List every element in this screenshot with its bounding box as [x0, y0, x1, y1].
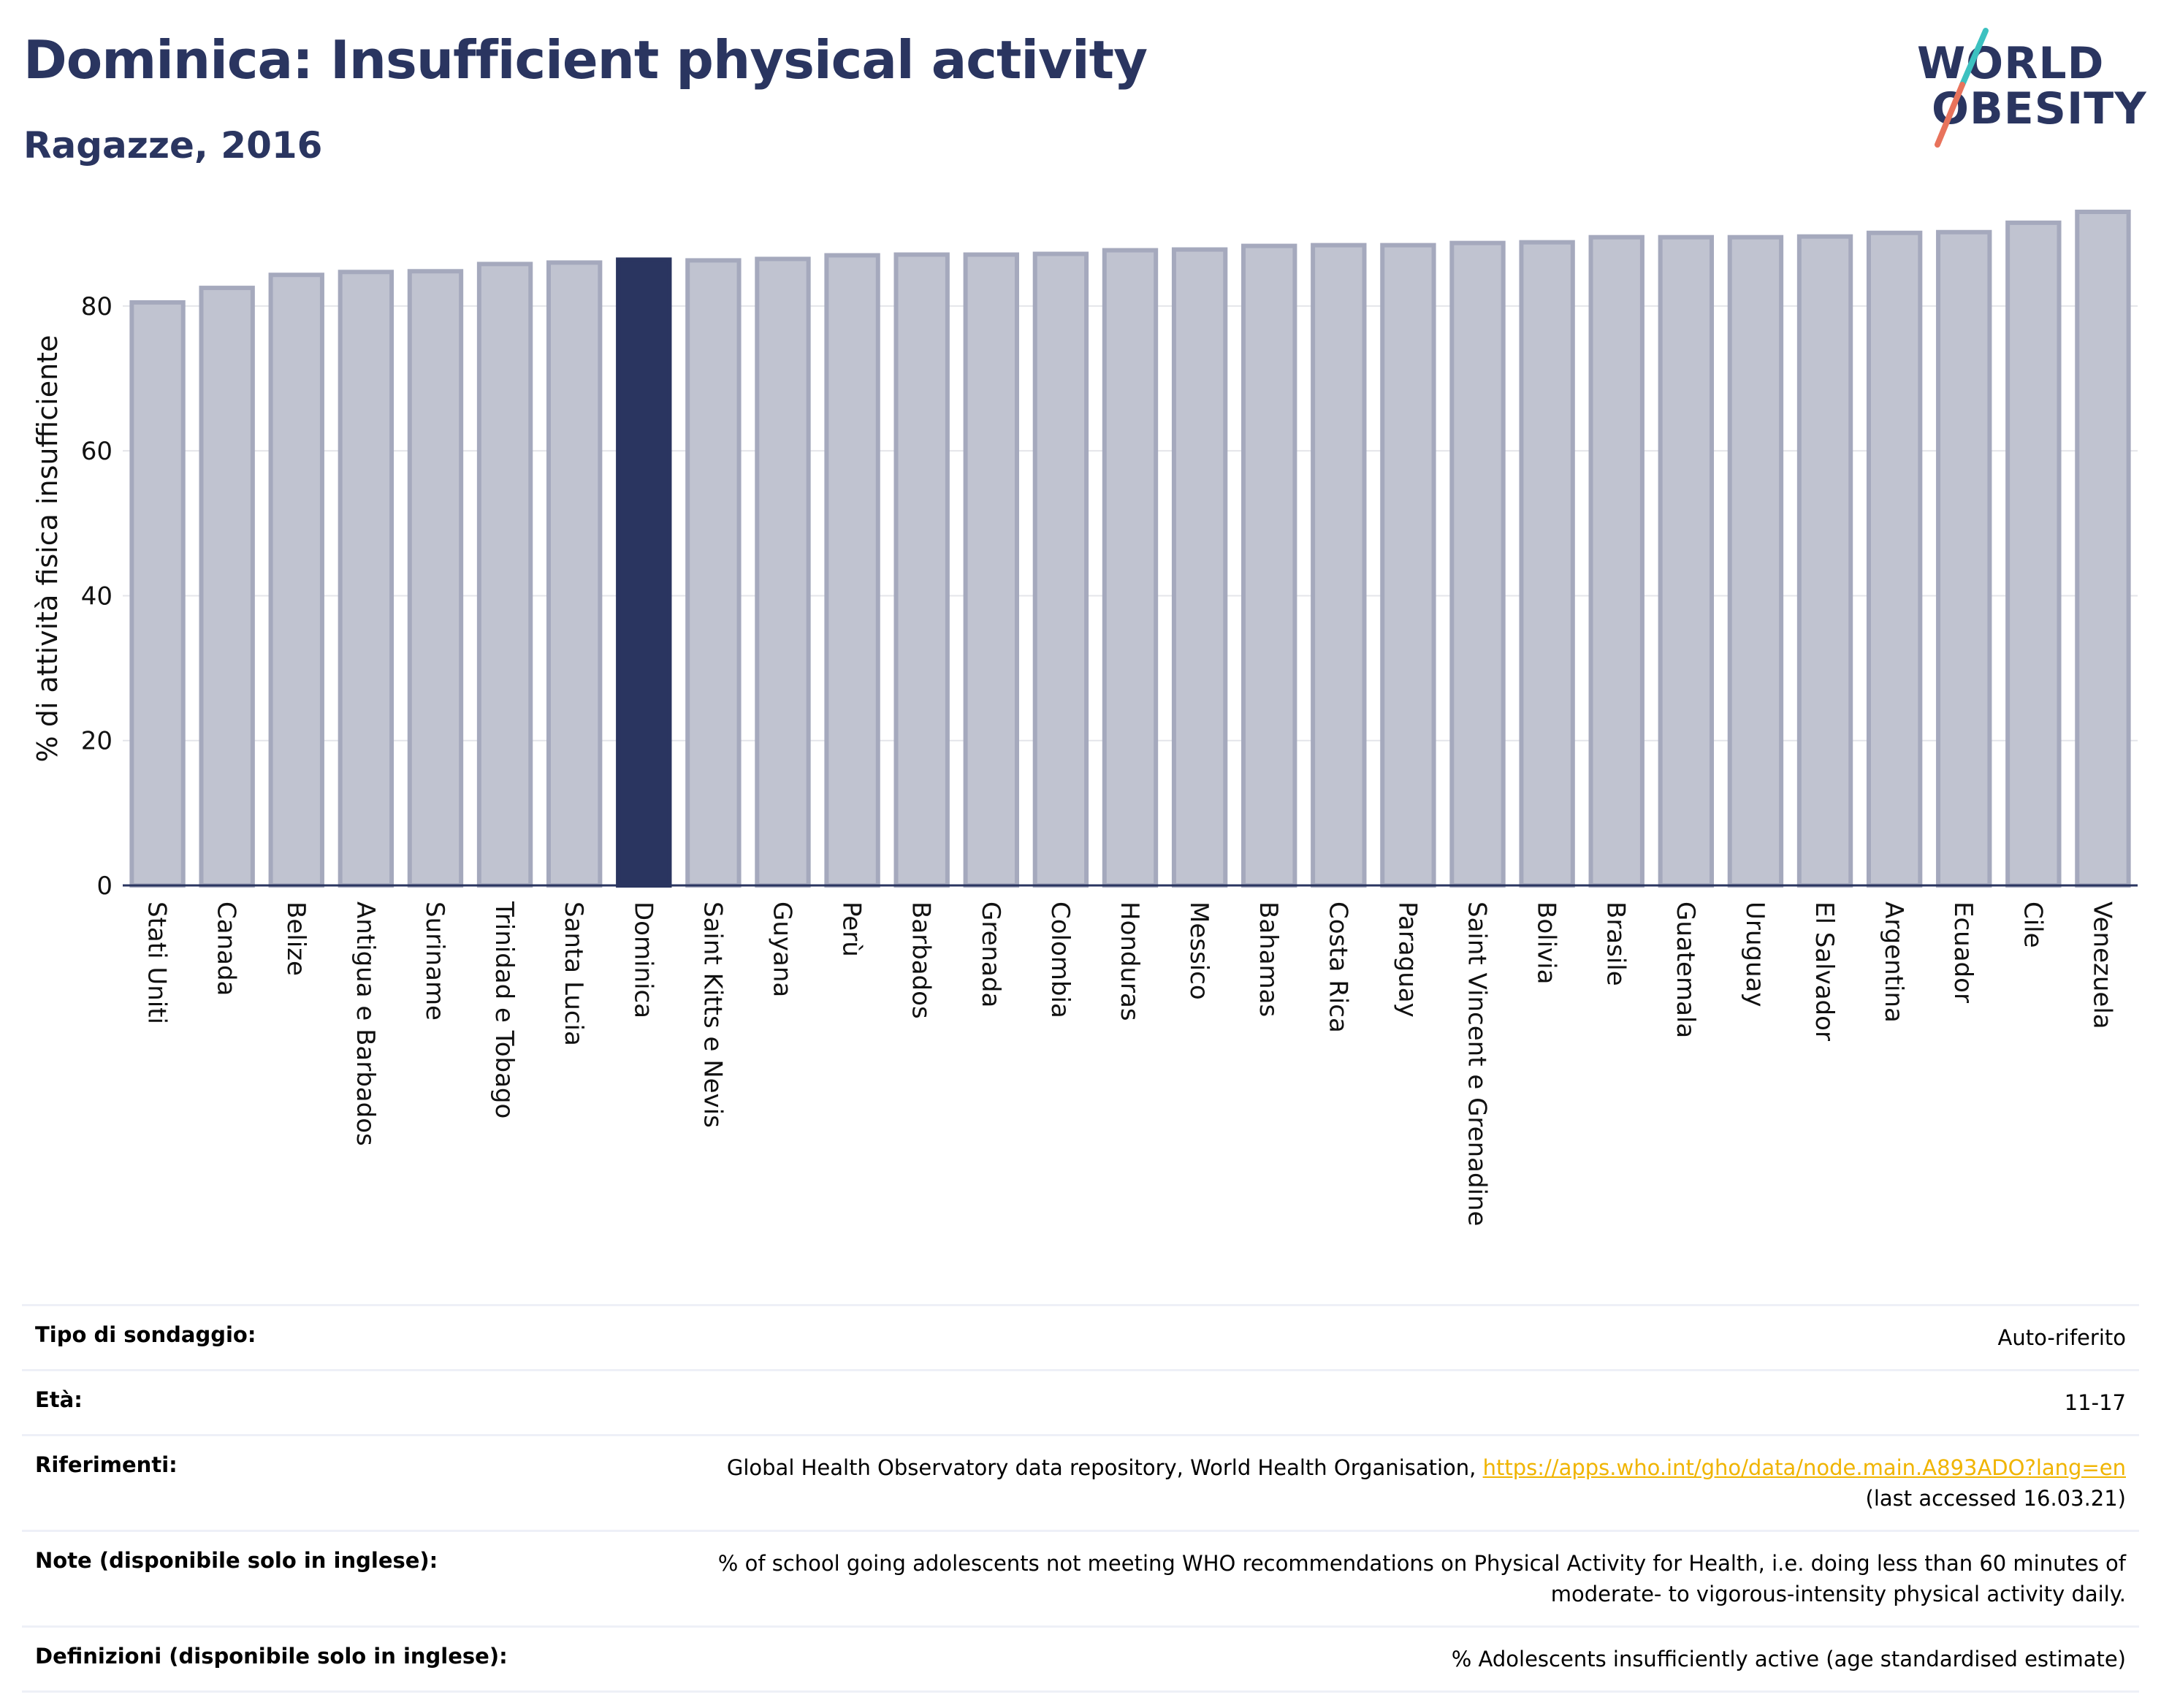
x-tick-label: Ecuador [1948, 901, 1978, 1003]
bar [1936, 229, 1992, 888]
bar [1241, 243, 1297, 888]
bar [546, 260, 603, 888]
bar [199, 286, 255, 888]
bar [129, 300, 186, 888]
bar [963, 252, 1019, 888]
x-tick-label: Paraguay [1392, 901, 1422, 1018]
bar [476, 262, 533, 888]
page-title: Dominica: Insufficient physical activity [23, 29, 1148, 91]
bar [338, 270, 395, 888]
bar [2005, 220, 2062, 888]
x-tick-label: Uruguay [1740, 901, 1769, 1007]
x-tick-label: Costa Rica [1323, 901, 1352, 1033]
bar [824, 253, 880, 888]
info-label: Note (disponibile solo in inglese): [35, 1548, 438, 1574]
bar-highlight [616, 257, 672, 888]
bar [1032, 251, 1089, 888]
bar [2075, 210, 2131, 888]
x-tick-label: Brasile [1601, 901, 1631, 986]
info-value: Global Health Observatory data repositor… [603, 1436, 2139, 1531]
info-table: Tipo di sondaggio: Auto-riferito Età: 11… [22, 1304, 2139, 1693]
info-label: Tipo di sondaggio: [35, 1322, 256, 1347]
x-tick-label: Cile [2018, 901, 2047, 948]
x-tick-label: Honduras [1115, 901, 1144, 1021]
y-tick-label: 60 [81, 437, 113, 466]
y-tick-label: 40 [81, 582, 113, 611]
info-value: % Adolescents insufficiently active (age… [1451, 1647, 2126, 1672]
x-tick-label: Grenada [976, 901, 1005, 1007]
y-tick-label: 0 [96, 872, 113, 901]
info-row-age: Età: 11-17 [22, 1370, 2139, 1436]
x-tick-label: Guyana [767, 901, 796, 997]
y-tick-label: 20 [81, 727, 113, 756]
x-tick-label: Argentina [1879, 901, 1908, 1023]
world-obesity-logo: WORLD OBESITY [1899, 22, 2148, 153]
x-tick-label: Bahamas [1254, 901, 1283, 1017]
x-tick-label: Venezuela [2087, 901, 2116, 1029]
x-tick-label: Suriname [420, 901, 449, 1021]
x-tick-label: Dominica [628, 901, 658, 1018]
bar [268, 272, 324, 888]
bar [755, 256, 811, 888]
info-label: Definizioni (disponibile solo in inglese… [35, 1644, 508, 1669]
notes-text: % of school going adolescents not meetin… [717, 1551, 2126, 1577]
x-tick-label: Stati Uniti [142, 901, 172, 1024]
x-tick-label: Santa Lucia [559, 901, 588, 1046]
info-value: 11-17 [2064, 1390, 2126, 1416]
bar [893, 252, 950, 888]
info-row-references: Riferimenti: Global Health Observatory d… [22, 1435, 2139, 1531]
bar [1449, 240, 1506, 888]
reference-text: Global Health Observatory data repositor… [726, 1455, 1476, 1481]
logo-line-1: WORLD [1917, 38, 2105, 89]
x-tick-label: Barbados [907, 901, 936, 1019]
bar-chart: 0 20 40 60 80 % di attività fisica insufficie… [31, 210, 2138, 1226]
bar [685, 258, 742, 888]
bar [1658, 235, 1715, 888]
bar [1311, 243, 1367, 888]
x-tick-label: Trinidad e Tobago [489, 901, 519, 1118]
reference-link[interactable]: https://apps.who.int/gho/data/node.main.… [1482, 1455, 2126, 1481]
logo-line-2: OBESITY [1932, 83, 2147, 134]
info-value: Auto-riferito [1997, 1325, 2126, 1350]
x-tick-label: El Salvador [1810, 901, 1839, 1041]
bar [1102, 248, 1159, 888]
logo-slash-icon [1935, 28, 1989, 148]
x-tick-label: Canada [212, 901, 241, 996]
bar [1727, 235, 1784, 888]
bar [1519, 240, 1575, 888]
bar [407, 269, 464, 888]
info-row-survey-type: Tipo di sondaggio: Auto-riferito [22, 1305, 2139, 1370]
x-tick-label: Saint Vincent e Grenadine [1463, 901, 1492, 1226]
bar [1380, 243, 1436, 888]
info-label: Età: [35, 1387, 83, 1413]
x-tick-label: Perù [837, 901, 866, 957]
info-label: Riferimenti: [35, 1452, 178, 1478]
bar [1866, 230, 1923, 888]
x-tick-label: Guatemala [1671, 901, 1700, 1038]
info-row-notes: Note (disponibile solo in inglese): % of… [22, 1530, 2139, 1627]
info-row-definitions: Definizioni (disponibile solo in inglese… [22, 1626, 2139, 1692]
bar [1171, 247, 1228, 888]
x-tick-label: Colombia [1045, 901, 1075, 1018]
reference-accessed: (last accessed 16.03.21) [1865, 1486, 2126, 1511]
x-tick-label: Messico [1184, 901, 1213, 1000]
x-tick-label: Antigua e Barbados [351, 901, 380, 1146]
bar [1796, 234, 1853, 888]
bar [1588, 235, 1644, 888]
x-tick-label: Saint Kitts e Nevis [698, 901, 727, 1128]
y-axis-label: % di attività fisica insufficiente [31, 335, 64, 763]
y-tick-label: 80 [81, 292, 113, 321]
info-value: % of school going adolescents not meetin… [603, 1531, 2139, 1627]
x-tick-label: Belize [281, 901, 310, 976]
page-subtitle: Ragazze, 2016 [23, 124, 323, 167]
x-tick-label: Bolivia [1532, 901, 1561, 984]
notes-text-continued: moderate- to vigorous-intensity physical… [1550, 1582, 2126, 1607]
